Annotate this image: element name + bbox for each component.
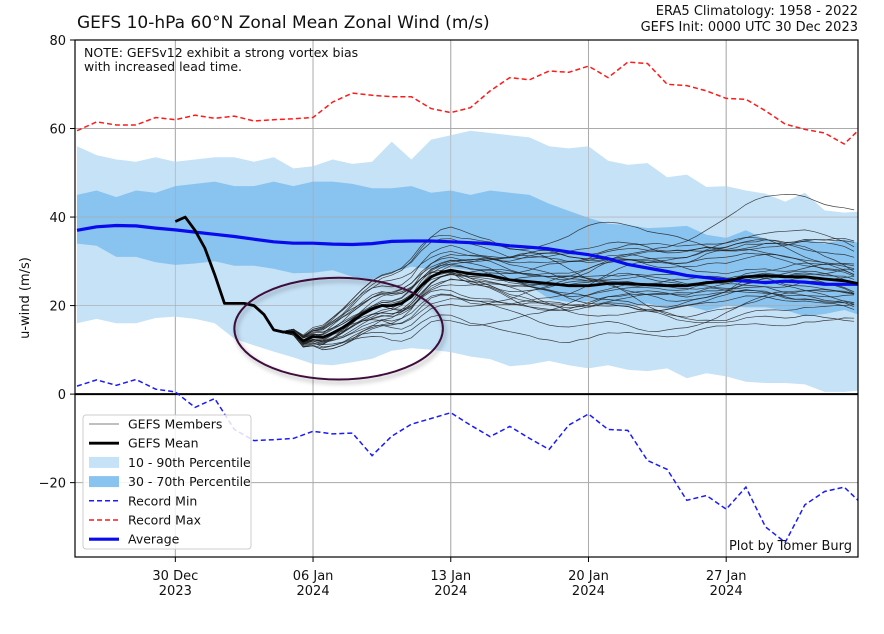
gefs-mean-line [174, 215, 858, 343]
y-axis-label: u-wind (m/s) [18, 257, 33, 339]
x-tick-label-year: 2024 [710, 584, 743, 599]
gefs-member-line [224, 239, 855, 337]
y-tick-label: −20 [39, 477, 66, 492]
note-text: NOTE: GEFSv12 exhibit a strong vortex bi… [84, 45, 358, 74]
y-tick-label: 40 [49, 211, 66, 226]
x-tick-label-year: 2024 [434, 584, 467, 599]
x-tick-label: 27 Jan [706, 569, 747, 584]
legend-item-mean: GEFS Mean [89, 436, 199, 451]
gefs-member-line [224, 237, 855, 346]
legend-label: GEFS Mean [128, 436, 199, 451]
gefs-member-line [224, 272, 855, 337]
gefs-member-line [224, 272, 855, 351]
credit-text: Plot by Tomer Burg [729, 539, 852, 554]
legend-item-record-max: Record Max [89, 513, 201, 528]
y-tick-label: 0 [58, 388, 66, 403]
gefs-member-line [224, 239, 855, 345]
legend-box [82, 414, 252, 550]
chart-title: GEFS 10-hPa 60°N Zonal Mean Zonal Wind (… [77, 13, 490, 33]
legend-label: 10 - 90th Percentile [128, 455, 251, 470]
legend-label: Record Max [128, 513, 201, 528]
x-tick-label: 30 Dec [152, 569, 198, 584]
band-30-70-percentile [77, 181, 858, 317]
legend-label: Average [128, 532, 180, 547]
y-tick-label: 20 [49, 300, 66, 315]
legend-item-record-min: Record Min [89, 493, 197, 508]
x-tick-label-year: 2024 [572, 584, 605, 599]
gefs-member-line [224, 303, 855, 345]
plot-frame [74, 39, 859, 558]
plot-area [75, 40, 858, 557]
record-max-line [76, 61, 858, 145]
legend-item-average: Average [89, 532, 180, 547]
x-tick-label-year: 2023 [159, 584, 192, 599]
legend-item-p10-90: 10 - 90th Percentile [89, 455, 251, 470]
legend-label: 30 - 70th Percentile [128, 474, 251, 489]
chart-subtitle-init: GEFS Init: 0000 UTC 30 Dec 2023 [641, 20, 858, 35]
chart-subtitle-climatology: ERA5 Climatology: 1958 - 2022 [656, 4, 858, 19]
gefs-member-line [224, 289, 855, 339]
gefs-member-line [224, 269, 855, 344]
legend-item-members: GEFS Members [89, 417, 222, 432]
x-tick-label: 13 Jan [430, 569, 471, 584]
gefs-member-line [224, 250, 855, 347]
legend-label: Record Min [128, 493, 197, 508]
gefs-member-line [224, 265, 855, 344]
legend-item-p30-70: 30 - 70th Percentile [89, 474, 251, 489]
note-line-1: NOTE: GEFSv12 exhibit a strong vortex bi… [84, 45, 358, 60]
note-line-2: with increased lead time. [84, 59, 242, 74]
legend-label: GEFS Members [128, 417, 222, 432]
x-tick-label: 06 Jan [293, 569, 334, 584]
gefs-member-line [224, 262, 855, 346]
x-tick-label-year: 2024 [297, 584, 330, 599]
highlight-ellipse [233, 276, 444, 381]
legend-swatch-10-90 [89, 456, 119, 468]
legend: GEFS Members GEFS Mean 10 - 90th Percentil… [82, 414, 252, 550]
y-tick-label: 60 [49, 123, 66, 138]
legend-swatch-30-70 [89, 476, 119, 488]
y-tick-label: 80 [49, 34, 66, 49]
x-tick-label: 20 Jan [568, 569, 609, 584]
